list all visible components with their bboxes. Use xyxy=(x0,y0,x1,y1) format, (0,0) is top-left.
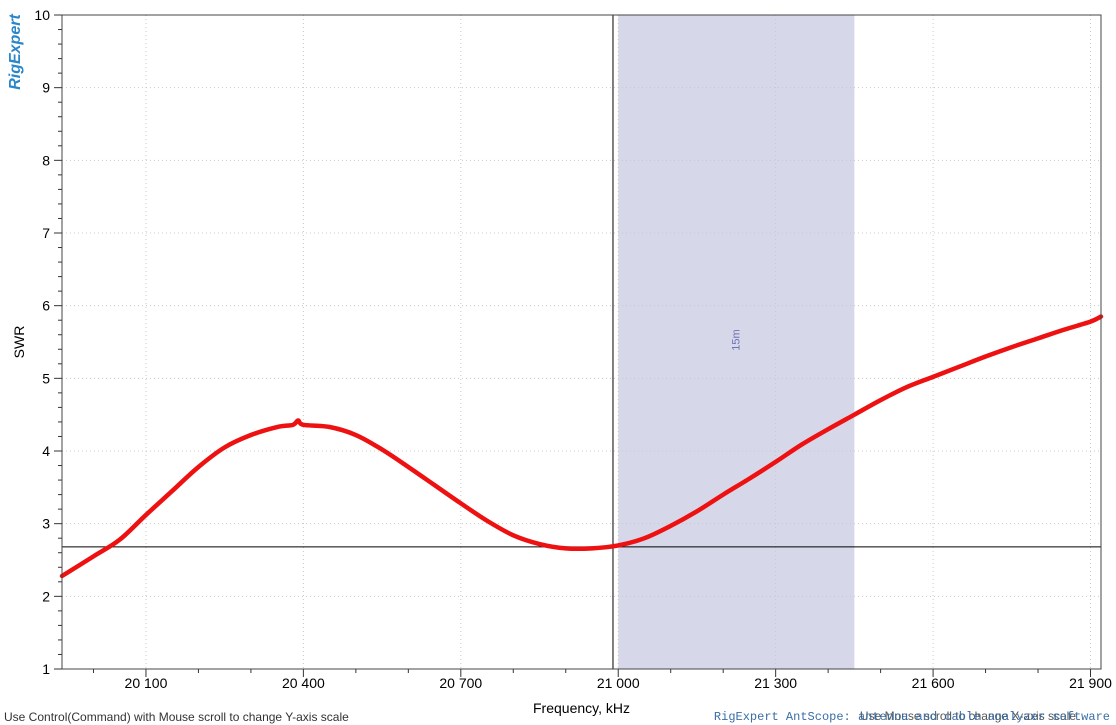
plot-frame xyxy=(61,14,1102,670)
y-axis-title: SWR xyxy=(11,326,27,359)
y-tick-label: 9 xyxy=(42,80,50,96)
y-tick-label: 8 xyxy=(42,152,50,168)
x-tick-label: 20 100 xyxy=(125,675,168,691)
grid xyxy=(62,14,1101,669)
y-scale-hint: Use Control(Command) with Mouse scroll t… xyxy=(4,710,349,724)
x-axis-title: Frequency, kHz xyxy=(533,700,630,716)
y-tick-label: 6 xyxy=(42,298,50,314)
y-tick-label: 3 xyxy=(42,516,50,532)
x-tick-label: 20 700 xyxy=(439,675,482,691)
y-tick-label: 7 xyxy=(42,225,50,241)
y-axis: 1 2 3 4 5 6 7 8 9 10 xyxy=(34,7,62,677)
x-tick-label: 21 900 xyxy=(1069,675,1112,691)
x-axis: 20 100 20 400 20 700 21 000 21 300 21 600 21 9… xyxy=(92,669,1112,691)
band-label: 15m xyxy=(730,329,742,350)
rigexpert-logo: RigExpert xyxy=(7,14,24,90)
swr-series-line xyxy=(59,314,1104,579)
x-scale-hint: Use Mouse scroll to change X-axis scale xyxy=(859,709,1076,723)
plot-background xyxy=(62,15,1101,669)
x-tick-label: 21 300 xyxy=(754,675,797,691)
app-caption: RigExpert AntScope: antenna and cable an… xyxy=(713,710,1110,724)
y-tick-label: 4 xyxy=(42,443,50,459)
y-tick-label: 10 xyxy=(34,7,50,23)
y-tick-label: 5 xyxy=(42,370,50,386)
y-tick-label: 1 xyxy=(42,661,50,677)
x-tick-label: 20 400 xyxy=(282,675,325,691)
y-tick-label: 2 xyxy=(42,588,50,604)
band-15m xyxy=(618,15,855,669)
x-tick-label: 21 600 xyxy=(912,675,955,691)
series-group xyxy=(59,314,1104,579)
x-tick-label: 21 000 xyxy=(597,675,640,691)
